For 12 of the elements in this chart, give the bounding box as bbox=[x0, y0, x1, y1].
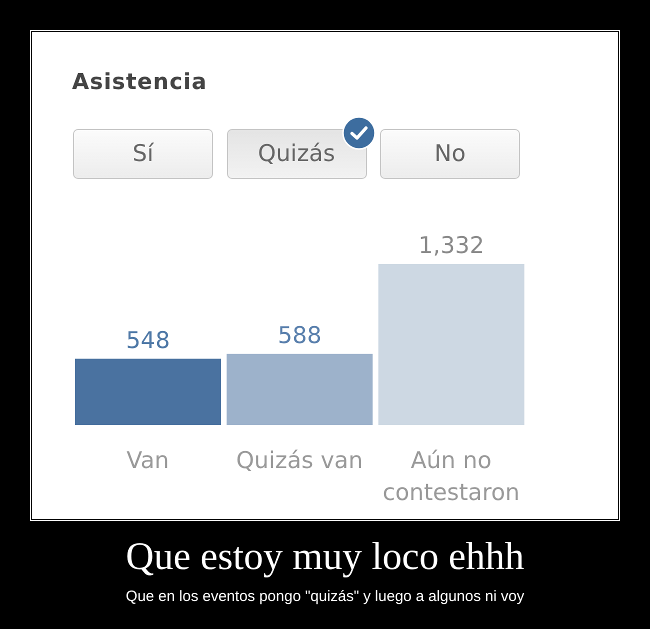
data-label: 588 bbox=[278, 322, 322, 349]
x-tick-label: Van bbox=[126, 447, 170, 476]
toggle-button[interactable]: Quizás bbox=[226, 129, 366, 179]
x-tick-label: Quizás van bbox=[235, 447, 364, 476]
toggle-button[interactable]: Sí bbox=[73, 129, 213, 179]
x-tick-label: Aún no contestaron bbox=[382, 447, 521, 508]
toggle-button[interactable]: No bbox=[380, 129, 520, 179]
data-label: 1,332 bbox=[418, 233, 484, 259]
text: Que en los eventos pongo "quizás" y luego a algunos ni voy bbox=[124, 587, 526, 607]
chart-title: Asistencia bbox=[72, 70, 208, 95]
text: Que estoy muy loco ehhh bbox=[124, 535, 526, 579]
data-label: 548 bbox=[126, 328, 170, 354]
